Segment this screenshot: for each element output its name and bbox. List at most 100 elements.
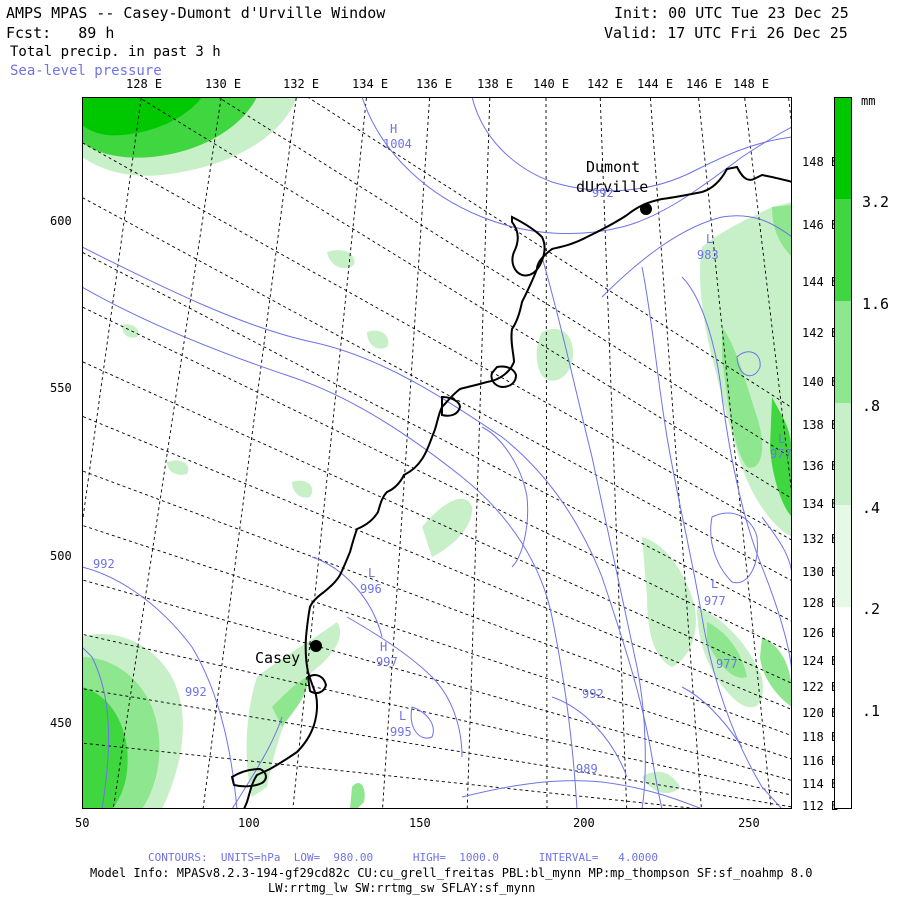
- right-lon-label: 132 E: [802, 532, 839, 546]
- y-axis-label: 450: [50, 716, 72, 730]
- precip-area: [327, 250, 355, 269]
- right-lon-label: 124 E: [802, 654, 839, 668]
- map-panel: [82, 97, 792, 809]
- colorbar-unit: mm: [861, 94, 876, 108]
- precip-area: [770, 397, 792, 517]
- right-lon-label: 130 E: [802, 565, 839, 579]
- lat-lon-grid: [82, 97, 792, 809]
- precip-shading: [82, 97, 792, 809]
- pressure-label: 977: [704, 594, 726, 608]
- top-lon-label: 132 E: [283, 77, 320, 91]
- colorbar-label: .8: [862, 397, 881, 415]
- colorbar-label: 1.6: [862, 295, 890, 313]
- pressure-label: 989: [576, 762, 598, 776]
- field-name: Total precip. in past 3 h: [10, 44, 221, 60]
- station-label-durville: dUrville: [576, 178, 649, 196]
- precip-area: [707, 622, 747, 678]
- precip-area: [700, 202, 792, 537]
- overlay-name: Sea-level pressure: [10, 63, 162, 79]
- pressure-label: 992: [582, 687, 604, 701]
- precip-area: [422, 498, 473, 557]
- y-axis-label: 600: [50, 214, 72, 228]
- precip-area: [292, 480, 313, 498]
- x-axis-label: 200: [573, 816, 595, 830]
- right-lon-label: 122 E: [802, 680, 839, 694]
- precip-area: [367, 330, 389, 349]
- right-lon-label: 128 E: [802, 596, 839, 610]
- pressure-label: L: [706, 232, 714, 246]
- precip-area: [760, 637, 792, 707]
- pressure-label: 995: [390, 725, 412, 739]
- top-lon-label: 130 E: [205, 77, 242, 91]
- precip-area: [82, 97, 202, 136]
- right-lon-label: 134 E: [802, 497, 839, 511]
- station-label-dumont: Dumont: [586, 158, 641, 176]
- colorbar-label: 3.2: [862, 193, 890, 211]
- top-lon-label: 148 E: [733, 77, 770, 91]
- right-lon-label: 144 E: [802, 275, 839, 289]
- x-axis-label: 100: [238, 816, 260, 830]
- x-axis-label: 50: [75, 816, 90, 830]
- pressure-label: 997: [376, 655, 398, 669]
- top-lon-label: 144 E: [637, 77, 674, 91]
- right-lon-label: 116 E: [802, 754, 839, 768]
- pressure-label: 992: [592, 186, 614, 200]
- top-lon-label: 128 E: [126, 77, 163, 91]
- precip-area: [82, 687, 128, 809]
- map-background: [82, 97, 792, 809]
- coastline: [230, 165, 792, 809]
- precip-area: [167, 460, 189, 475]
- pressure-label: 1004: [383, 137, 412, 151]
- pressure-label: 977: [770, 447, 792, 461]
- model-info: Model Info: MPASv8.2.3-194-gf29cd82c CU:…: [90, 866, 813, 880]
- right-lon-label: 140 E: [802, 375, 839, 389]
- y-axis-label: 500: [50, 549, 72, 563]
- contour-info: CONTOURS: UNITS=hPa LOW= 980.00 HIGH= 10…: [148, 851, 658, 864]
- precip-area: [122, 324, 139, 338]
- precip-area: [722, 327, 763, 468]
- init-time: Init: 00 UTC Tue 23 Dec 25: [614, 4, 849, 22]
- right-lon-label: 112 E: [802, 799, 839, 813]
- pressure-label: 992: [185, 685, 207, 699]
- colorbar: [834, 97, 852, 809]
- right-lon-label: 136 E: [802, 459, 839, 473]
- precip-area: [272, 677, 308, 727]
- pressure-label: 996: [360, 582, 382, 596]
- precip-area: [246, 622, 341, 797]
- right-lon-label: 120 E: [802, 706, 839, 720]
- top-lon-label: 142 E: [587, 77, 624, 91]
- right-lon-label: 148 E: [802, 155, 839, 169]
- x-axis-label: 250: [738, 816, 760, 830]
- precip-area: [642, 771, 680, 793]
- top-lon-label: 138 E: [477, 77, 514, 91]
- map-frame: [82, 97, 792, 809]
- dumont-durville-station-marker: [640, 203, 652, 215]
- right-lon-label: 142 E: [802, 326, 839, 340]
- top-lon-label: 136 E: [416, 77, 453, 91]
- pressure-label: 992: [93, 557, 115, 571]
- casey-station-marker: [310, 640, 322, 652]
- plot-title: AMPS MPAS -- Casey-Dumont d'Urville Wind…: [6, 4, 386, 22]
- station-label-casey: Casey: [255, 649, 301, 667]
- pressure-label: L: [399, 709, 407, 723]
- pressure-label: 977: [716, 657, 738, 671]
- top-lon-label: 146 E: [686, 77, 723, 91]
- right-lon-label: 138 E: [802, 418, 839, 432]
- colorbar-label: .2: [862, 600, 881, 618]
- pressure-label: L: [778, 432, 786, 446]
- right-lon-label: 126 E: [802, 626, 839, 640]
- pressure-label: L: [368, 566, 376, 580]
- precip-area: [350, 782, 365, 809]
- precip-area: [772, 205, 792, 257]
- right-lon-label: 118 E: [802, 730, 839, 744]
- right-lon-label: 114 E: [802, 777, 839, 791]
- colorbar-label: .4: [862, 499, 881, 517]
- right-lon-label: 146 E: [802, 218, 839, 232]
- colorbar-label: .1: [862, 702, 881, 720]
- pressure-label: 983: [697, 248, 719, 262]
- pressure-label: L: [711, 577, 719, 591]
- pressure-label: H: [390, 122, 398, 136]
- forecast-hour: Fcst: 89 h: [6, 24, 115, 42]
- top-lon-label: 140 E: [533, 77, 570, 91]
- model-info-physics: LW:rrtmg_lw SW:rrtmg_sw SFLAY:sf_mynn: [268, 881, 536, 895]
